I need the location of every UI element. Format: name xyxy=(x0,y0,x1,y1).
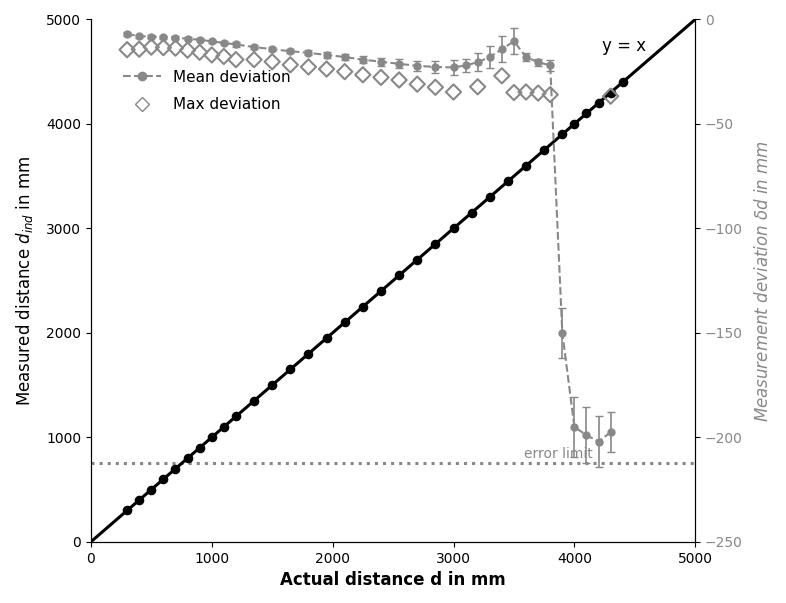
Point xyxy=(169,464,182,473)
Point xyxy=(532,88,545,98)
Point xyxy=(357,70,369,80)
Point xyxy=(182,453,194,463)
Point xyxy=(169,43,182,53)
Point xyxy=(544,90,556,99)
Point xyxy=(266,57,278,66)
Point xyxy=(302,62,314,72)
Point xyxy=(508,87,520,97)
Point xyxy=(266,380,278,390)
Point xyxy=(248,55,260,65)
Point xyxy=(182,45,194,55)
Point xyxy=(604,87,617,97)
Point xyxy=(501,177,514,186)
Point xyxy=(284,365,296,374)
Point xyxy=(339,318,351,327)
Point xyxy=(121,506,134,516)
Point xyxy=(520,161,532,171)
Point xyxy=(230,55,242,65)
Point xyxy=(393,75,406,85)
Point xyxy=(375,286,387,296)
Legend: Mean deviation, Max deviation: Mean deviation, Max deviation xyxy=(116,63,297,118)
Text: y = x: y = x xyxy=(602,37,646,55)
Point xyxy=(568,119,581,128)
Point xyxy=(205,50,218,60)
Point xyxy=(320,333,332,343)
Point xyxy=(472,82,484,92)
Point xyxy=(447,224,460,233)
Point xyxy=(320,64,332,74)
Point xyxy=(339,67,351,77)
Point xyxy=(193,443,206,453)
Point xyxy=(302,349,314,359)
Point xyxy=(604,92,617,101)
Y-axis label: Measurement deviation $\delta d$ in mm: Measurement deviation $\delta d$ in mm xyxy=(754,139,772,421)
Y-axis label: Measured distance $d_{ind}$ in mm: Measured distance $d_{ind}$ in mm xyxy=(14,156,35,406)
Point xyxy=(580,109,593,118)
Point xyxy=(495,71,508,81)
Point xyxy=(429,239,442,249)
Point xyxy=(483,192,496,202)
Point xyxy=(157,43,170,52)
Point xyxy=(593,98,605,108)
Point xyxy=(193,48,206,57)
Point xyxy=(248,396,260,406)
Point xyxy=(447,87,460,97)
Point xyxy=(375,72,387,82)
Point xyxy=(205,432,218,442)
Point xyxy=(538,145,550,155)
Point xyxy=(157,475,170,484)
Point xyxy=(133,495,145,505)
Point xyxy=(411,80,424,89)
Point xyxy=(218,52,230,62)
Point xyxy=(133,45,145,54)
Point xyxy=(465,208,478,218)
Point xyxy=(556,130,568,139)
Point xyxy=(121,45,134,54)
Point xyxy=(145,485,157,494)
Point xyxy=(616,77,629,87)
Point xyxy=(520,87,532,97)
Point xyxy=(393,271,406,280)
Text: error limit: error limit xyxy=(523,447,593,461)
Point xyxy=(218,422,230,432)
Point xyxy=(411,255,424,265)
Point xyxy=(230,412,242,421)
Point xyxy=(284,60,296,70)
Point xyxy=(429,83,442,92)
Point xyxy=(357,302,369,312)
X-axis label: Actual distance d in mm: Actual distance d in mm xyxy=(280,571,506,589)
Point xyxy=(145,42,157,52)
